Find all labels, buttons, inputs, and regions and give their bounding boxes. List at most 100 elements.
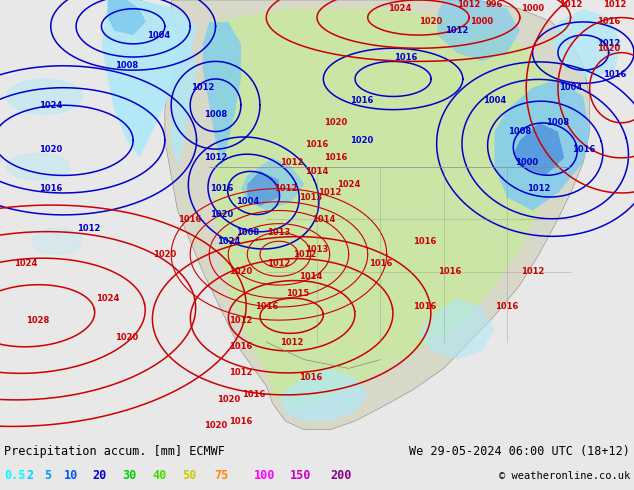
Text: 1012: 1012 <box>280 158 303 167</box>
Polygon shape <box>247 171 279 206</box>
Text: 1012: 1012 <box>204 153 227 162</box>
Text: 1020: 1020 <box>217 394 240 404</box>
Text: 0.5: 0.5 <box>4 469 25 482</box>
Text: 1000: 1000 <box>521 4 544 13</box>
Text: 1012: 1012 <box>318 189 341 197</box>
Polygon shape <box>209 9 571 408</box>
Text: 1000: 1000 <box>515 158 538 167</box>
Text: 1020: 1020 <box>325 118 347 127</box>
Polygon shape <box>418 298 495 360</box>
Text: Precipitation accum. [mm] ECMWF: Precipitation accum. [mm] ECMWF <box>4 445 225 458</box>
Text: 1004: 1004 <box>483 97 506 105</box>
Text: 1008: 1008 <box>204 110 227 119</box>
Text: 1020: 1020 <box>597 44 620 53</box>
Text: 150: 150 <box>290 469 311 482</box>
Text: 1014: 1014 <box>299 272 322 281</box>
Text: 1012: 1012 <box>559 0 582 9</box>
Text: 1024: 1024 <box>217 237 240 245</box>
Text: 1008: 1008 <box>508 127 531 136</box>
Text: We 29-05-2024 06:00 UTC (18+12): We 29-05-2024 06:00 UTC (18+12) <box>409 445 630 458</box>
Text: 1020: 1020 <box>153 250 176 259</box>
Text: 1020: 1020 <box>350 136 373 145</box>
Polygon shape <box>279 368 368 421</box>
Text: 10: 10 <box>64 469 78 482</box>
Polygon shape <box>552 9 621 79</box>
Text: 1008: 1008 <box>236 228 259 237</box>
Text: 1016: 1016 <box>394 52 417 62</box>
Text: 200: 200 <box>330 469 351 482</box>
Text: 1014: 1014 <box>306 167 328 175</box>
Text: 1013: 1013 <box>306 245 328 254</box>
Text: 1020: 1020 <box>204 421 227 430</box>
Polygon shape <box>101 0 197 158</box>
Text: 50: 50 <box>182 469 197 482</box>
Text: 1012: 1012 <box>268 259 290 268</box>
Text: 1024: 1024 <box>14 259 37 268</box>
Text: 1000: 1000 <box>470 18 493 26</box>
Polygon shape <box>495 79 590 211</box>
Text: 1020: 1020 <box>420 18 443 26</box>
Text: 1016: 1016 <box>369 259 392 268</box>
Text: 1013: 1013 <box>299 193 322 202</box>
Polygon shape <box>108 0 178 40</box>
Polygon shape <box>165 0 590 430</box>
Text: 1004: 1004 <box>559 83 582 92</box>
Text: 1024: 1024 <box>39 101 62 110</box>
Text: 1020: 1020 <box>115 333 138 342</box>
Text: 30: 30 <box>122 469 136 482</box>
Text: 1016: 1016 <box>230 416 252 425</box>
Text: 1024: 1024 <box>337 180 360 189</box>
Text: 20: 20 <box>92 469 107 482</box>
Text: 1016: 1016 <box>597 18 620 26</box>
Polygon shape <box>171 31 197 167</box>
Text: 1012: 1012 <box>604 0 626 9</box>
Text: 40: 40 <box>152 469 166 482</box>
Text: 1012: 1012 <box>280 338 303 346</box>
Polygon shape <box>108 0 146 35</box>
Text: 1013: 1013 <box>268 228 290 237</box>
Text: 1024: 1024 <box>96 294 119 303</box>
Text: 1016: 1016 <box>299 373 322 382</box>
Polygon shape <box>437 0 520 61</box>
Text: 1016: 1016 <box>325 153 347 162</box>
Text: 1012: 1012 <box>527 184 550 193</box>
Text: 1016: 1016 <box>496 302 519 312</box>
Text: 1004: 1004 <box>236 197 259 206</box>
Text: 1016: 1016 <box>306 140 328 149</box>
Text: 1016: 1016 <box>413 237 436 245</box>
Text: 1016: 1016 <box>210 184 233 193</box>
Text: 2: 2 <box>26 469 33 482</box>
Text: 1012: 1012 <box>521 268 544 276</box>
Text: 1012: 1012 <box>458 0 481 9</box>
Text: 1014: 1014 <box>312 215 335 224</box>
Text: 1012: 1012 <box>77 223 100 233</box>
Text: 1020: 1020 <box>39 145 62 153</box>
Text: 1012: 1012 <box>274 184 297 193</box>
Text: 1012: 1012 <box>293 250 316 259</box>
Text: 1016: 1016 <box>39 184 62 193</box>
Text: 1016: 1016 <box>242 390 265 399</box>
Text: 1020: 1020 <box>210 210 233 220</box>
Polygon shape <box>241 158 304 211</box>
Text: 1016: 1016 <box>179 215 202 224</box>
Text: 1008: 1008 <box>115 61 138 70</box>
Text: 1004: 1004 <box>147 30 170 40</box>
Polygon shape <box>6 153 70 180</box>
Text: 996: 996 <box>486 0 503 9</box>
Text: 1024: 1024 <box>388 4 411 13</box>
Text: 1028: 1028 <box>27 316 49 325</box>
Polygon shape <box>6 79 82 114</box>
Text: 1008: 1008 <box>547 118 569 127</box>
Text: 1016: 1016 <box>572 145 595 153</box>
Text: 1016: 1016 <box>350 97 373 105</box>
Polygon shape <box>32 228 82 254</box>
Text: 1016: 1016 <box>439 268 462 276</box>
Polygon shape <box>203 22 241 167</box>
Text: 75: 75 <box>214 469 228 482</box>
Text: 1012: 1012 <box>230 316 252 325</box>
Polygon shape <box>514 123 564 175</box>
Text: 1012: 1012 <box>445 26 468 35</box>
Text: 1016: 1016 <box>604 70 626 79</box>
Text: 1016: 1016 <box>230 342 252 351</box>
Text: 1016: 1016 <box>255 302 278 312</box>
